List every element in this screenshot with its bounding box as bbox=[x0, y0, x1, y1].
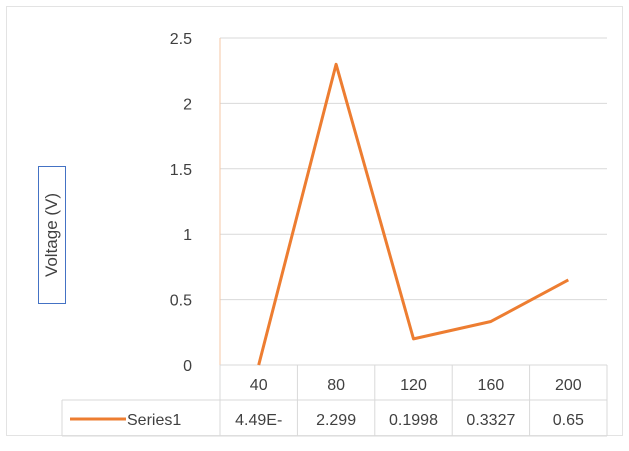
table-value-label: 0.65 bbox=[553, 412, 584, 429]
y-tick-label: 0.5 bbox=[170, 293, 192, 310]
x-category-label: 40 bbox=[250, 377, 268, 394]
table-value-label: 2.299 bbox=[316, 412, 356, 429]
table-value-label: 0.1998 bbox=[389, 412, 438, 429]
x-category-label: 120 bbox=[400, 377, 427, 394]
legend-series-name: Series1 bbox=[127, 412, 181, 429]
table-value-label: 0.3327 bbox=[466, 412, 515, 429]
y-tick-label: 1.5 bbox=[170, 162, 192, 179]
x-category-label: 160 bbox=[478, 377, 505, 394]
y-tick-label: 1 bbox=[183, 227, 192, 244]
y-tick-label: 2 bbox=[183, 96, 192, 113]
chart-frame bbox=[6, 6, 623, 436]
y-tick-label: 2.5 bbox=[170, 31, 192, 48]
y-axis-title-box bbox=[38, 166, 66, 304]
series-line bbox=[257, 62, 570, 366]
table-value-label: 4.49E- bbox=[235, 412, 282, 429]
x-category-label: 80 bbox=[327, 377, 345, 394]
y-tick-label: 0 bbox=[183, 358, 192, 375]
x-category-label: 200 bbox=[555, 377, 582, 394]
